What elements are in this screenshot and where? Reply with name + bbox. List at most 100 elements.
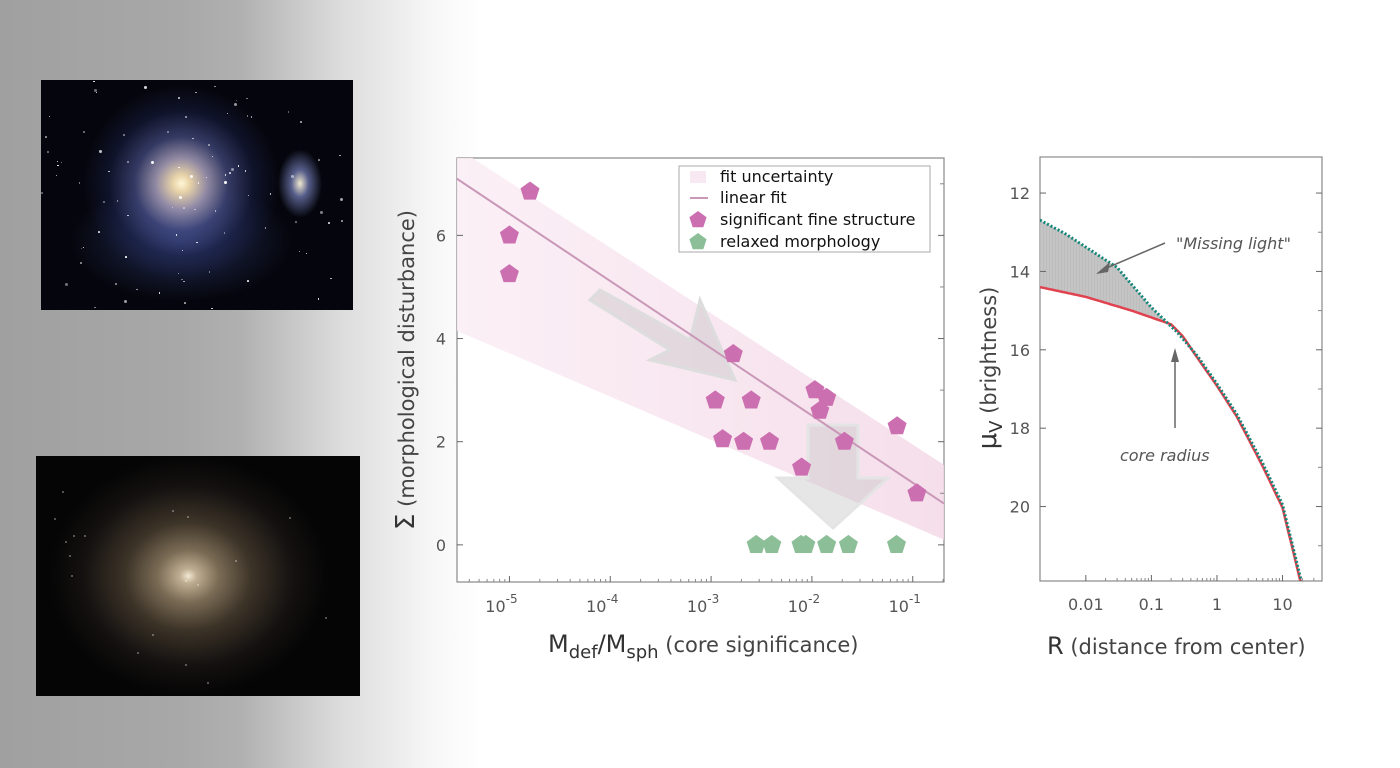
star <box>205 176 208 179</box>
star <box>179 196 183 200</box>
star <box>80 262 82 264</box>
star <box>78 182 81 184</box>
star <box>196 241 198 244</box>
star <box>291 174 295 178</box>
star <box>171 509 174 512</box>
star <box>192 137 194 140</box>
star <box>235 559 238 562</box>
significant-point <box>907 483 927 502</box>
significant-point <box>723 344 743 363</box>
y-tick-label: 2 <box>436 433 446 452</box>
y-axis-label-2: μV (brightness) <box>973 287 1007 450</box>
relaxed-point <box>817 534 837 553</box>
y-tick-label: 6 <box>436 226 446 245</box>
relaxed-point <box>887 534 906 553</box>
plot-frame-2 <box>1039 156 1323 582</box>
star <box>93 88 97 92</box>
star <box>211 155 214 158</box>
star <box>195 91 197 94</box>
star <box>158 292 161 294</box>
star <box>234 102 238 106</box>
star <box>190 175 194 179</box>
x-tick-label: 10-3 <box>687 592 719 616</box>
star <box>246 115 249 117</box>
y-tick-label: 14 <box>1010 262 1030 281</box>
star <box>80 247 83 250</box>
star <box>244 170 247 172</box>
star <box>99 149 103 153</box>
star <box>194 208 196 211</box>
star <box>181 249 184 252</box>
significant-point <box>792 457 812 476</box>
x-tick-label: 0.1 <box>1139 595 1164 614</box>
star <box>55 174 58 177</box>
legend-relaxed: relaxed morphology <box>720 232 880 251</box>
star <box>57 164 59 167</box>
star <box>223 232 226 234</box>
star <box>207 682 210 685</box>
interacting-galaxy-photo <box>41 80 353 310</box>
star <box>123 134 125 136</box>
star <box>237 165 240 167</box>
star <box>124 299 128 303</box>
star <box>298 250 301 253</box>
star <box>64 540 67 543</box>
star <box>339 154 341 157</box>
significant-point <box>520 181 540 200</box>
star <box>175 234 178 236</box>
star <box>94 306 96 309</box>
star <box>287 111 290 113</box>
legend-fit-uncertainty: fit uncertainty <box>720 167 833 186</box>
legend-significant: significant fine structure <box>720 210 915 229</box>
star <box>224 174 227 176</box>
star <box>70 575 73 578</box>
star <box>56 160 59 163</box>
star <box>340 198 344 202</box>
y-tick-label: 16 <box>1010 341 1030 360</box>
star <box>247 280 249 282</box>
arrowhead-icon <box>1096 262 1110 274</box>
significant-point <box>760 431 780 450</box>
star <box>341 220 343 222</box>
x-tick-label: 1 <box>1212 595 1222 614</box>
legend-linear-fit: linear fit <box>720 188 787 207</box>
star <box>93 80 95 83</box>
x-axis-label-2: R (distance from center) <box>1047 632 1306 660</box>
elliptical-galaxy-photo <box>36 456 360 696</box>
star <box>246 97 248 100</box>
star <box>41 192 43 194</box>
star <box>183 207 185 209</box>
y-axis-label: Σ (morphological disturbance) <box>391 210 421 530</box>
fit-uncertainty-band <box>457 158 944 540</box>
star <box>328 222 330 224</box>
arrowhead-icon <box>1171 348 1179 362</box>
relaxed-point <box>762 534 782 553</box>
star <box>247 194 250 197</box>
star <box>54 517 57 520</box>
star <box>137 652 140 655</box>
missing-light-annotation: "Missing light" <box>1176 234 1291 253</box>
star <box>72 534 75 537</box>
star <box>214 85 216 88</box>
star <box>83 131 85 133</box>
star <box>226 112 229 115</box>
star <box>144 86 148 90</box>
legend-box <box>678 165 931 253</box>
x-axis-label: Mdef/Msph (core significance) <box>548 630 858 663</box>
star <box>95 91 98 94</box>
star <box>82 246 85 248</box>
star <box>185 663 188 666</box>
star <box>65 282 69 286</box>
star <box>229 172 231 174</box>
relaxed-point <box>796 534 816 553</box>
star <box>196 583 199 586</box>
diagonal-arrow-icon <box>587 288 738 383</box>
relaxed-point <box>746 534 766 553</box>
relaxed-point <box>838 534 858 553</box>
missing-light-arrow <box>1096 242 1166 274</box>
significant-point <box>817 387 837 406</box>
x-tick-label: 10-1 <box>889 592 921 616</box>
star <box>108 170 110 173</box>
